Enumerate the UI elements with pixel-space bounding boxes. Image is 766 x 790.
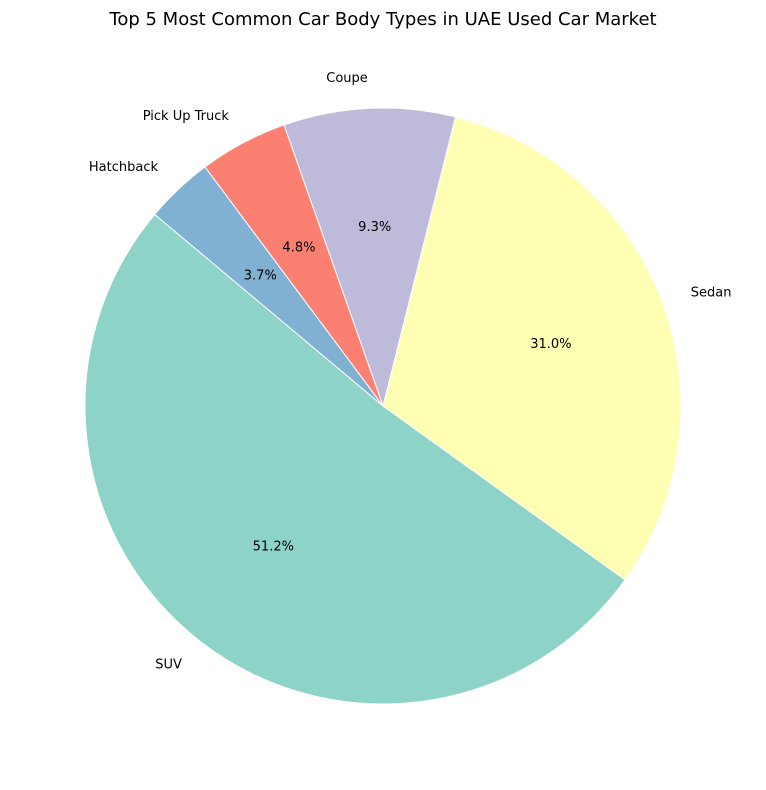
slice-label: SUV <box>155 657 182 672</box>
slice-label: Pick Up Truck <box>143 109 230 124</box>
chart-title: Top 5 Most Common Car Body Types in UAE … <box>108 9 656 30</box>
pie-slice-sedan <box>382 116 682 581</box>
slice-percent-label: 31.0% <box>530 337 571 352</box>
slice-label: Hatchback <box>89 160 159 175</box>
slice-percent-label: 3.7% <box>244 268 277 283</box>
slice-percent-label: 9.3% <box>358 220 391 235</box>
pie-slice-coupe <box>283 107 457 408</box>
pie-slice-suv <box>84 213 626 705</box>
pie-labels: SUV 51.2% Sedan 31.0% Coupe 9.3% Pick Up Truck… <box>89 71 732 672</box>
pie-slice-hatchback <box>154 166 384 407</box>
slice-percent-label: 4.8% <box>282 241 315 256</box>
slice-percent-label: 51.2% <box>253 540 294 555</box>
pie-slices <box>84 107 682 705</box>
slice-label: Sedan <box>691 286 732 301</box>
slice-label: Coupe <box>326 71 368 86</box>
